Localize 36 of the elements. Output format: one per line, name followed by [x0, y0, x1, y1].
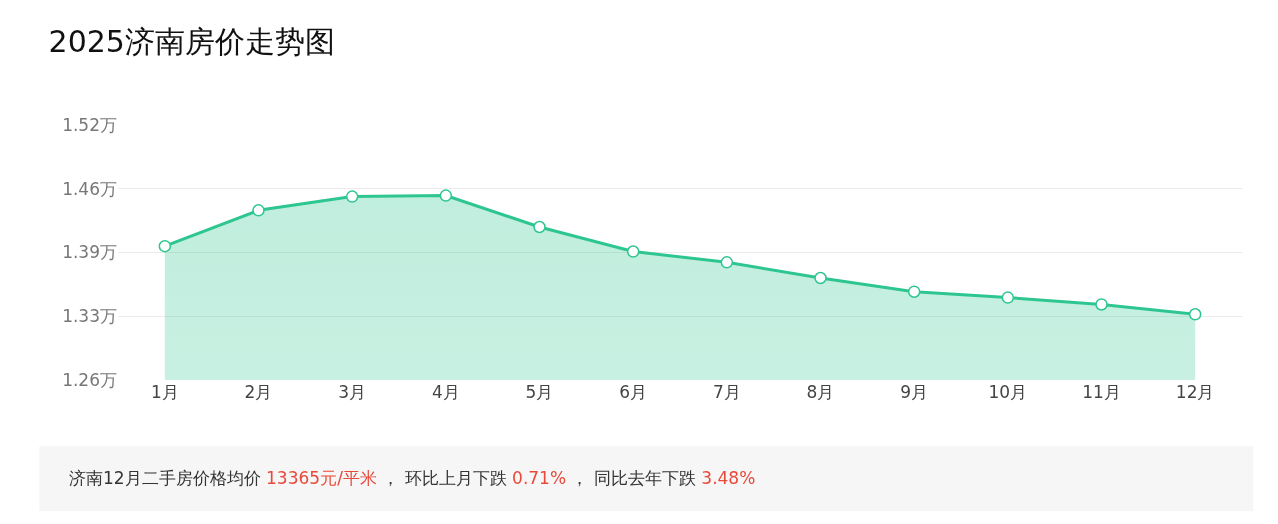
- point: [1188, 308, 1202, 321]
- x-tick-label: 12月: [1175, 382, 1215, 402]
- y-tick-label: 1.46万: [62, 178, 117, 199]
- text: 3.48%: [701, 468, 756, 488]
- y-tick-label: 1.52万: [62, 114, 117, 135]
- text: 0.71%: [512, 468, 567, 488]
- x-tick-label: 11月: [1082, 382, 1121, 402]
- text: 13365元/平米: [266, 468, 377, 488]
- text: 济南12月二手房价格均价: [69, 468, 261, 488]
- point: [720, 256, 734, 269]
- y-tick-label: 1.39万: [62, 242, 117, 263]
- point: [907, 285, 921, 298]
- x-tick-label: 1月: [150, 382, 179, 402]
- point: [345, 190, 359, 203]
- x-tick-label: 9月: [900, 382, 929, 402]
- point: [252, 204, 265, 217]
- y-tick-label: 1.26万: [62, 369, 117, 390]
- x-tick-label: 3月: [338, 382, 367, 402]
- x-tick-label: 4月: [431, 382, 460, 402]
- x-tick-label: 8月: [806, 382, 835, 402]
- x-tick-label: 7月: [712, 382, 741, 402]
- x-tick-label: 2月: [244, 382, 273, 402]
- point: [1001, 291, 1015, 304]
- point: [626, 245, 640, 258]
- x-tick-label: 10月: [988, 382, 1028, 402]
- point: [533, 220, 546, 234]
- text: ， 环比上月下跌: [382, 468, 507, 488]
- chart-title: 2025济南房价走势图: [48, 24, 335, 60]
- point: [814, 271, 827, 285]
- text: ， 同比去年下跌: [571, 468, 696, 488]
- y-tick-label: 1.33万: [62, 306, 117, 327]
- point: [1095, 298, 1108, 311]
- point: [158, 239, 172, 253]
- x-tick-label: 6月: [619, 382, 648, 402]
- point: [439, 189, 453, 202]
- x-tick-label: 5月: [525, 382, 554, 402]
